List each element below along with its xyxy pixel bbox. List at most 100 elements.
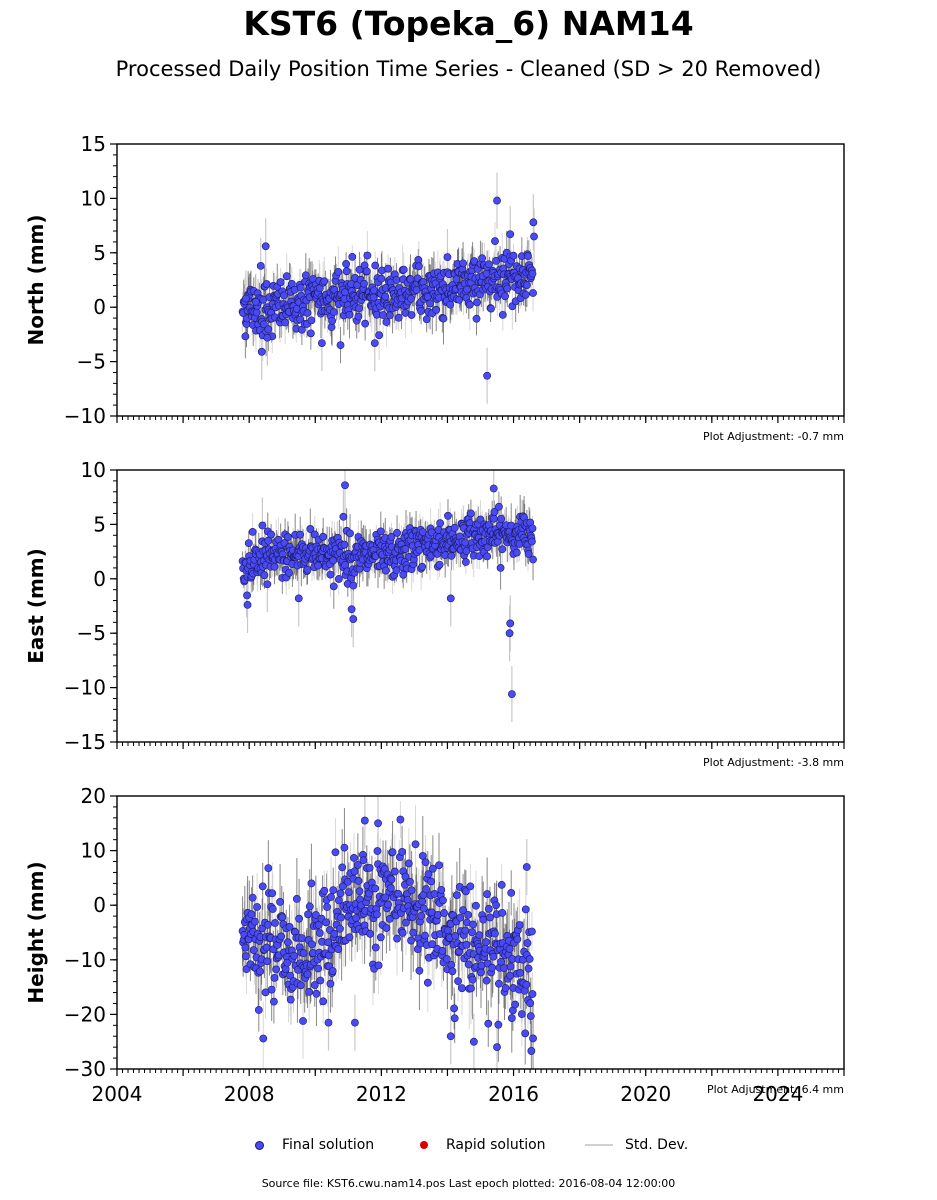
final-solution-point bbox=[310, 530, 319, 539]
final-solution-point bbox=[436, 519, 445, 528]
final-solution-point bbox=[523, 939, 532, 947]
final-solution-point bbox=[360, 816, 369, 825]
final-solution-point bbox=[426, 299, 434, 308]
final-solution-point bbox=[440, 909, 448, 917]
final-solution-point bbox=[489, 952, 498, 961]
final-solution-point bbox=[252, 308, 261, 317]
final-solution-point bbox=[489, 484, 498, 493]
x-tick-label: 2008 bbox=[224, 1082, 275, 1106]
final-solution-point bbox=[366, 929, 375, 938]
final-solution-point bbox=[355, 304, 363, 313]
final-solution-point bbox=[271, 919, 279, 927]
final-solution-point bbox=[242, 952, 250, 961]
final-solution-point bbox=[258, 521, 267, 530]
final-solution-point bbox=[522, 863, 531, 871]
final-solution-point bbox=[349, 581, 358, 590]
x-tick-label: 2004 bbox=[92, 1082, 143, 1106]
final-solution-point bbox=[390, 867, 399, 876]
final-solution-point bbox=[418, 897, 427, 906]
final-solution-point bbox=[272, 965, 281, 974]
y-tick-label: 10 bbox=[81, 186, 106, 210]
final-solution-point bbox=[454, 977, 462, 986]
final-solution-point bbox=[468, 928, 476, 937]
final-solution-point bbox=[507, 690, 516, 699]
final-solution-point bbox=[438, 946, 447, 955]
final-solution-point bbox=[276, 898, 284, 906]
final-solution-point bbox=[314, 964, 323, 973]
final-solution-marker-icon bbox=[255, 1140, 264, 1150]
final-solution-point bbox=[277, 932, 286, 941]
final-solution-point bbox=[340, 843, 349, 852]
final-solution-point bbox=[359, 856, 368, 865]
final-solution-point bbox=[253, 903, 262, 911]
final-solution-point bbox=[349, 615, 358, 623]
final-solution-point bbox=[418, 851, 427, 860]
final-solution-point bbox=[330, 929, 339, 938]
final-solution-point bbox=[444, 511, 452, 520]
final-solution-point bbox=[443, 253, 452, 262]
final-solution-point bbox=[339, 512, 348, 521]
final-solution-point bbox=[347, 605, 356, 614]
final-solution-point bbox=[310, 981, 319, 989]
final-solution-point bbox=[461, 558, 470, 566]
final-solution-point bbox=[451, 932, 460, 940]
final-solution-point bbox=[241, 332, 250, 341]
final-solution-point bbox=[404, 859, 413, 868]
y-axis-label: North (mm) bbox=[24, 214, 48, 345]
final-solution-point bbox=[528, 990, 537, 998]
final-solution-point bbox=[308, 940, 316, 949]
final-solution-point bbox=[259, 1034, 268, 1043]
panel-0: −10 −5 0 5 10 15 North (mm) Plot Adjustment: -0… bbox=[24, 132, 845, 443]
final-solution-point bbox=[324, 1018, 333, 1027]
x-tick-label: 2024 bbox=[752, 1082, 803, 1106]
final-solution-point bbox=[432, 305, 441, 314]
plot-frame bbox=[116, 795, 845, 1070]
final-solution-point bbox=[337, 913, 345, 922]
final-solution-point bbox=[488, 963, 497, 972]
final-solution-point bbox=[439, 314, 448, 323]
plot-adjustment-label: Plot Adjustment: -3.8 mm bbox=[703, 756, 844, 769]
final-solution-point bbox=[501, 984, 510, 992]
final-solution-point bbox=[327, 893, 335, 901]
final-solution-point bbox=[350, 853, 358, 862]
final-solution-point bbox=[350, 867, 359, 876]
data-layer bbox=[238, 470, 537, 723]
final-solution-point bbox=[323, 903, 331, 911]
final-solution-point bbox=[446, 594, 455, 603]
final-solution-point bbox=[312, 989, 321, 998]
final-solution-point bbox=[244, 539, 253, 548]
final-solution-point bbox=[439, 896, 447, 905]
final-solution-point bbox=[447, 551, 456, 560]
final-solution-point bbox=[324, 938, 333, 947]
final-solution-point bbox=[263, 580, 272, 589]
final-solution-point bbox=[263, 957, 272, 966]
final-solution-point bbox=[328, 967, 337, 975]
final-solution-point bbox=[295, 914, 303, 923]
x-tick-label: 2012 bbox=[356, 1082, 407, 1106]
final-solution-point bbox=[521, 905, 530, 914]
final-solution-point bbox=[475, 931, 484, 940]
chart-title: KST6 (Topeka_6) NAM14 bbox=[243, 4, 694, 43]
final-solution-point bbox=[342, 260, 351, 268]
panel-1: −15 −10 −5 0 5 10 East (mm) Plot Adjustment: -3… bbox=[24, 458, 845, 769]
final-solution-point bbox=[486, 913, 494, 922]
final-solution-point bbox=[329, 308, 338, 316]
y-tick-label: 5 bbox=[93, 241, 106, 265]
final-solution-point bbox=[336, 341, 345, 350]
final-solution-point bbox=[452, 275, 461, 284]
final-solution-point bbox=[355, 887, 364, 896]
final-solution-point bbox=[296, 981, 305, 990]
final-solution-point bbox=[483, 552, 492, 561]
final-solution-point bbox=[487, 304, 495, 313]
final-solution-point bbox=[461, 887, 470, 896]
final-solution-points bbox=[238, 815, 537, 1055]
y-tick-label: 0 bbox=[93, 295, 106, 319]
y-tick-label: −10 bbox=[64, 676, 106, 700]
final-solution-point bbox=[360, 279, 368, 288]
final-solution-point bbox=[489, 514, 498, 523]
plot-adjustment-label: Plot Adjustment: -0.7 mm bbox=[703, 430, 844, 443]
final-solution-point bbox=[411, 840, 420, 849]
y-tick-label: −15 bbox=[64, 730, 106, 754]
final-solution-point bbox=[371, 943, 380, 952]
final-solution-point bbox=[528, 524, 537, 533]
